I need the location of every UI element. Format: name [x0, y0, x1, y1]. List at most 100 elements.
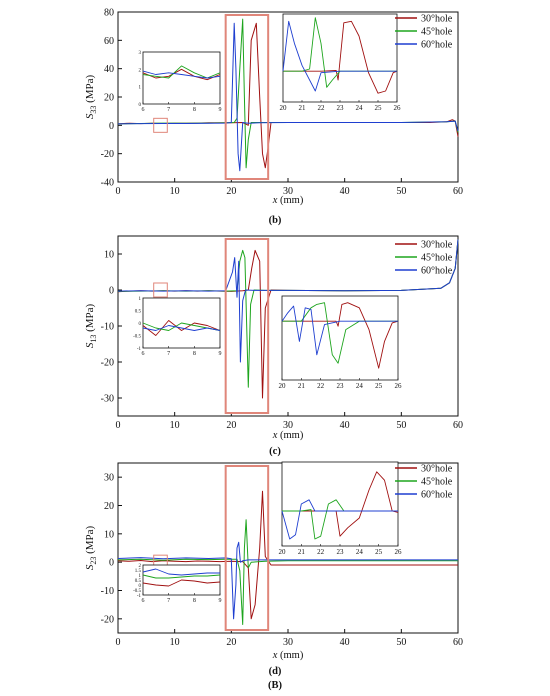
- inset-y-tick-label: 0.5: [135, 579, 142, 584]
- legend: 30°hole 45°hole 60°hole: [395, 464, 453, 501]
- series-line-60: [117, 239, 459, 363]
- x-tick-label: 30: [283, 186, 293, 197]
- inset-x-tick-label: 7: [167, 351, 170, 357]
- inset-series-line-60: [281, 305, 398, 356]
- x-tick-label: 0: [116, 420, 121, 431]
- inset-y-tick-label: 1: [139, 574, 142, 579]
- caption-d: (d): [268, 666, 282, 677]
- y-tick-label: -20: [101, 614, 114, 625]
- y-tick-label: -20: [101, 149, 114, 160]
- inset-y-tick-label: -1: [137, 347, 142, 352]
- x-axis-label: x (mm): [272, 430, 304, 441]
- series-line-60: [117, 22, 459, 172]
- inset-y-tick-label: -0.5: [133, 335, 141, 340]
- y-axis-label: S33 (MPa): [84, 74, 98, 119]
- inset-x-tick-label: 22: [318, 104, 326, 112]
- inset-x-tick-label: 24: [356, 382, 364, 390]
- inset-series-line-30: [142, 320, 221, 336]
- x-tick-label: 60: [453, 637, 463, 648]
- inset-x-tick-label: 9: [219, 107, 222, 113]
- inset-y-tick-label: 0: [139, 322, 142, 327]
- inset-x-tick-label: 6: [142, 598, 145, 604]
- inset-series-line-60: [281, 499, 398, 540]
- x-axis-label: x (mm): [272, 650, 304, 661]
- inset-x-tick-label: 8: [193, 598, 196, 604]
- series-line-60: [117, 541, 458, 620]
- x-tick-label: 50: [396, 420, 406, 431]
- x-tick-label: 40: [340, 420, 350, 431]
- legend-label-60: 60°hole: [421, 40, 453, 51]
- x-tick-label: 10: [170, 637, 180, 648]
- caption-b: (b): [268, 215, 282, 226]
- zoom-box-small: [153, 282, 168, 298]
- y-tick-label: 10: [104, 250, 114, 261]
- inset-x-tick-label: 24: [356, 548, 364, 556]
- inset-x-tick-label: 7: [167, 107, 170, 113]
- legend-label-45: 45°hole: [421, 253, 453, 264]
- inset-large: 20 21 22 23 24 25 26: [279, 461, 403, 556]
- inset-x-tick-label: 22: [317, 382, 325, 390]
- y-tick-label: 0: [109, 286, 114, 297]
- inset-x-tick-label: 8: [193, 107, 196, 113]
- inset-x-tick-label: 20: [279, 382, 287, 390]
- inset-x-tick-label: 21: [298, 548, 306, 556]
- x-tick-label: 20: [226, 420, 236, 431]
- y-tick-label: 20: [104, 93, 114, 104]
- zoom-box-small: [153, 117, 168, 133]
- inset-x-tick-label: 26: [395, 548, 403, 556]
- legend-label-30: 30°hole: [421, 14, 453, 25]
- x-tick-label: 10: [170, 420, 180, 431]
- y-tick-label: -10: [101, 586, 114, 597]
- caption-c: (c): [269, 446, 281, 457]
- inset-series-line-30: [282, 302, 399, 369]
- inset-y-tick-label: 0: [139, 584, 142, 589]
- inset-series-line-60: [142, 325, 221, 331]
- inset-x-tick-label: 9: [219, 598, 222, 604]
- y-tick-label: 0: [109, 121, 114, 132]
- x-tick-label: 0: [116, 637, 121, 648]
- legend-label-30: 30°hole: [421, 240, 453, 251]
- y-tick-label: 80: [104, 8, 114, 19]
- y-tick-label: 30: [104, 473, 114, 484]
- inset-frame: [281, 295, 399, 381]
- inset-series-line-60: [282, 20, 397, 92]
- inset-x-tick-label: 21: [299, 104, 307, 112]
- y-tick-label: 0: [109, 558, 114, 569]
- x-tick-label: 50: [396, 637, 406, 648]
- inset-y-tick-label: 1: [139, 86, 142, 91]
- inset-x-tick-label: 24: [356, 104, 364, 112]
- x-tick-label: 20: [226, 637, 236, 648]
- inset-x-tick-label: 20: [280, 104, 288, 112]
- inset-series-line-30: [142, 68, 221, 81]
- y-axis-label: S23 (MPa): [84, 525, 98, 570]
- inset-x-tick-label: 6: [142, 107, 145, 113]
- x-tick-label: 20: [226, 186, 236, 197]
- inset-y-tick-label: 0.5: [135, 310, 142, 315]
- y-axis-label: S13 (MPa): [84, 303, 98, 348]
- inset-series-line-60: [142, 568, 220, 576]
- inset-small: 6 7 8 9 -1-0.500.511.52: [133, 564, 221, 604]
- zoom-box-large: [224, 14, 270, 180]
- x-tick-label: 40: [340, 186, 350, 197]
- inset-y-tick-label: 2: [139, 564, 142, 569]
- inset-y-tick-label: 2: [139, 68, 142, 73]
- inset-x-tick-label: 26: [395, 382, 403, 390]
- x-tick-label: 30: [283, 420, 293, 431]
- inset-x-tick-label: 23: [337, 104, 345, 112]
- inset-y-tick-label: 1.5: [135, 569, 142, 574]
- x-tick-label: 0: [116, 186, 121, 197]
- inset-x-tick-label: 25: [375, 382, 383, 390]
- inset-x-tick-label: 22: [317, 548, 325, 556]
- zoom-box-large: [224, 465, 270, 631]
- inset-x-tick-label: 26: [394, 104, 402, 112]
- y-tick-label: -30: [101, 394, 114, 405]
- legend-label-45: 45°hole: [421, 27, 453, 38]
- x-tick-label: 10: [170, 186, 180, 197]
- inset-large: 20 21 22 23 24 25 26: [279, 295, 403, 390]
- inset-x-tick-label: 23: [337, 382, 345, 390]
- inset-x-tick-label: 25: [375, 104, 383, 112]
- series-line-30: [117, 490, 458, 620]
- inset-x-tick-label: 9: [219, 351, 222, 357]
